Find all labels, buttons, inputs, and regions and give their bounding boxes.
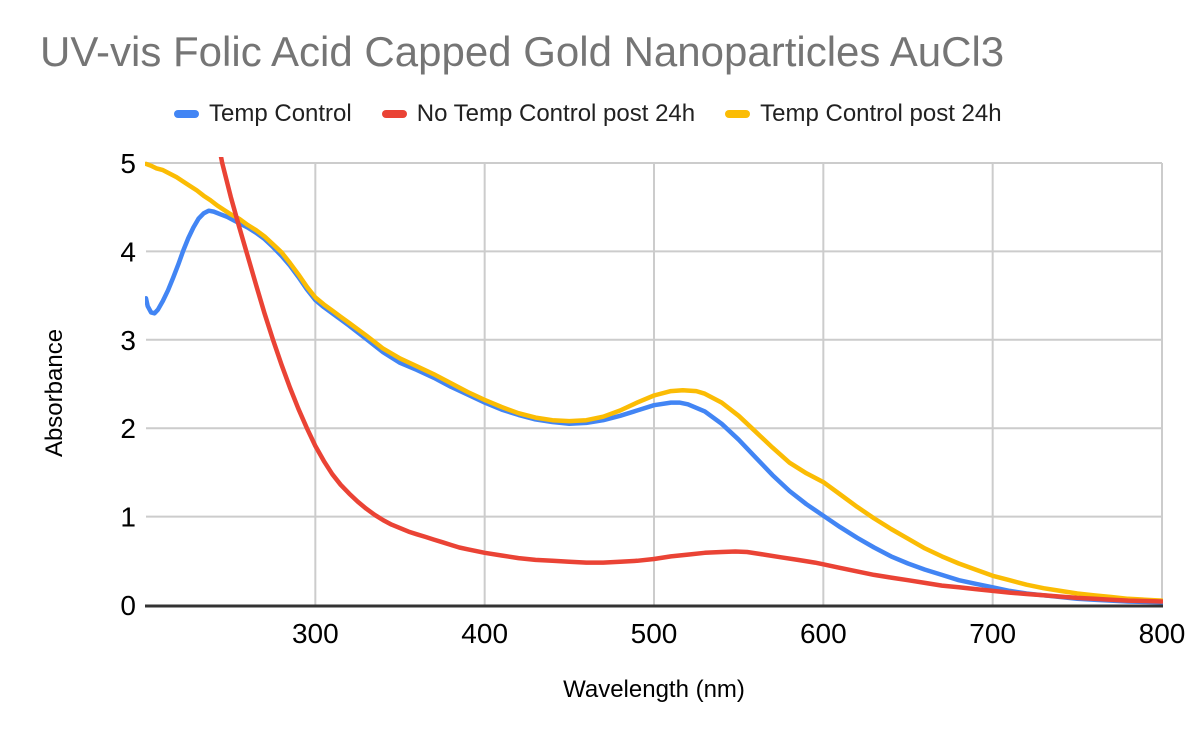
chart-legend: Temp Control No Temp Control post 24h Temp… <box>174 100 1002 128</box>
x-tick-label: 300 <box>292 618 339 649</box>
x-tick-label: 600 <box>800 618 847 649</box>
legend-swatch-icon <box>725 110 751 118</box>
legend-item: Temp Control <box>174 100 352 128</box>
legend-swatch-icon <box>381 110 407 118</box>
y-tick-label: 5 <box>120 148 136 179</box>
legend-swatch-icon <box>174 110 199 118</box>
legend-item: Temp Control post 24h <box>725 100 1002 128</box>
y-tick-label: 4 <box>120 236 136 267</box>
series-line-temp-control-post-24h <box>145 161 1163 603</box>
series-line-no-temp-control-post-24h <box>218 157 1163 604</box>
y-tick-label: 3 <box>120 325 136 356</box>
series-line-temp-control <box>145 208 1163 605</box>
y-tick-label: 2 <box>120 413 136 444</box>
chart-title: UV-vis Folic Acid Capped Gold Nanopartic… <box>40 28 1005 75</box>
x-tick-label: 400 <box>461 618 508 649</box>
x-tick-label: 500 <box>631 618 678 649</box>
legend-label: No Temp Control post 24h <box>416 100 696 127</box>
y-tick-label: 0 <box>120 590 136 621</box>
y-axis-title: Absorbance <box>41 328 68 458</box>
legend-label: Temp Control <box>209 100 352 127</box>
legend-item: No Temp Control post 24h <box>381 100 696 128</box>
legend-label: Temp Control post 24h <box>760 100 1002 127</box>
x-tick-label: 700 <box>969 618 1016 649</box>
x-axis-title: Wavelength (nm) <box>563 676 745 703</box>
x-tick-label: 800 <box>1139 618 1186 649</box>
y-tick-label: 1 <box>120 502 136 533</box>
